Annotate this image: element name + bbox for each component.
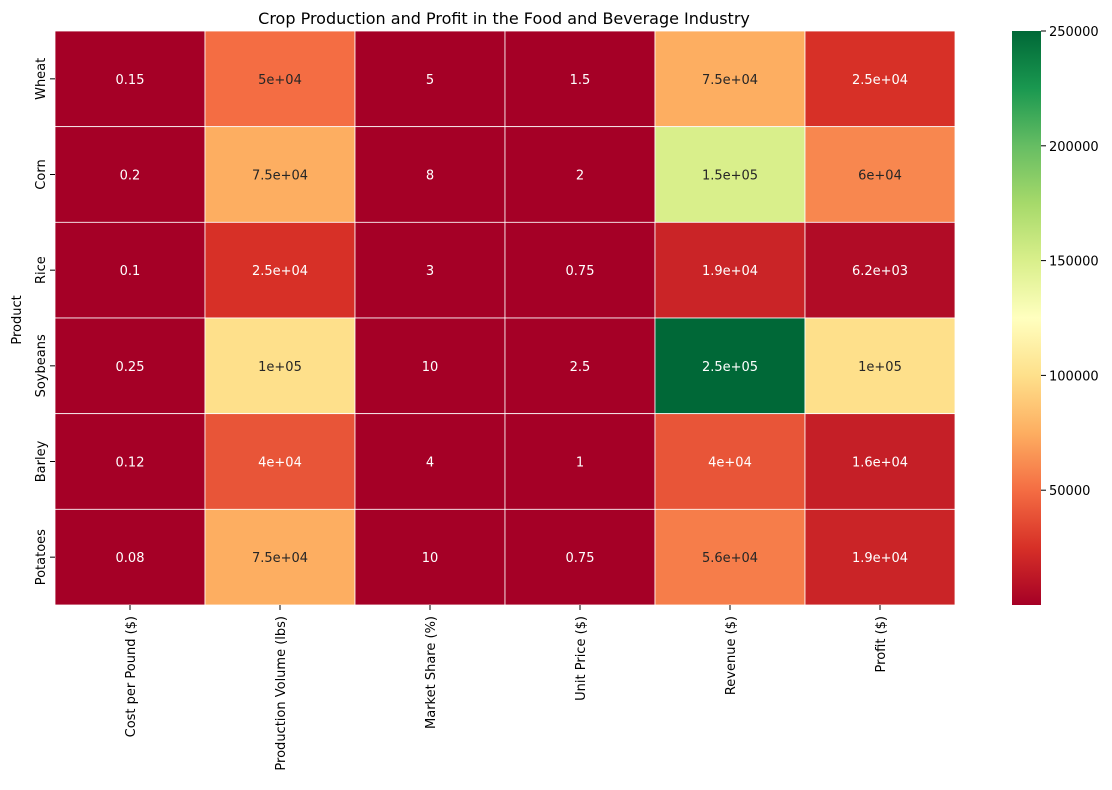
heatmap-cell: [504, 221, 656, 319]
colorbar-tick-label: 100000: [1049, 369, 1099, 384]
y-tick-label: Corn: [34, 159, 49, 189]
y-tick-label: Soybeans: [34, 334, 49, 397]
heatmap-cell: [804, 413, 956, 510]
heatmap-cell: [204, 30, 356, 128]
y-axis-ticks: Wheat Corn Rice Soybeans Barley Potatoes: [34, 58, 55, 585]
heatmap-cell: [354, 30, 506, 128]
heatmap-cell: [504, 413, 656, 510]
heatmap-cell: [804, 126, 956, 223]
cell-label: 5e+04: [258, 73, 302, 88]
heatmap-cell: [504, 317, 656, 415]
x-axis-ticks: Cost per Pound ($) Production Volume (lbs…: [124, 605, 889, 771]
heatmap-cell: [204, 221, 356, 319]
cell-label: 10: [422, 551, 439, 566]
heatmap-cell: [804, 317, 956, 415]
heatmap-cell: [354, 221, 506, 319]
x-tick-label: Production Volume (lbs): [274, 616, 289, 771]
x-tick-label: Profit ($): [874, 616, 889, 672]
heatmap-cell: [504, 126, 656, 223]
cell-label: 0.2: [120, 169, 141, 184]
colorbar: 50000 100000 150000 200000 250000: [1012, 25, 1099, 605]
cell-label: 3: [426, 264, 434, 279]
heatmap-cell: [504, 30, 656, 128]
x-tick-label: Market Share (%): [424, 616, 439, 729]
cell-label: 7.5e+04: [252, 551, 308, 566]
heatmap-cells: 0.15 5e+04 5 1.5 7.5e+04 2.5e+04 0.2 7.5e+04 8 2 1…: [54, 30, 956, 606]
cell-label: 0.75: [566, 264, 595, 279]
cell-label: 10: [422, 360, 439, 375]
y-tick-label: Rice: [34, 256, 49, 284]
heatmap-cell: [504, 508, 656, 606]
heatmap-cell: [654, 221, 806, 319]
cell-label: 2.5: [570, 360, 591, 375]
heatmap-cell: [204, 317, 356, 415]
chart-title: Crop Production and Profit in the Food a…: [258, 9, 750, 28]
cell-label: 4: [426, 456, 434, 471]
y-tick-label: Potatoes: [34, 529, 49, 585]
cell-label: 8: [426, 169, 434, 184]
heatmap-cell: [354, 317, 506, 415]
colorbar-gradient: [1012, 31, 1041, 605]
cell-label: 1e+05: [258, 360, 302, 375]
cell-label: 0.15: [116, 73, 145, 88]
heatmap-cell: [654, 317, 806, 415]
cell-label: 1.9e+04: [702, 264, 758, 279]
heatmap-cell: [204, 126, 356, 223]
cell-label: 0.1: [120, 264, 141, 279]
x-tick-label: Cost per Pound ($): [124, 616, 139, 737]
cell-label: 4e+04: [258, 456, 302, 471]
heatmap-cell: [54, 413, 206, 510]
heatmap-cell: [54, 30, 206, 128]
cell-label: 1.5: [570, 73, 591, 88]
cell-label: 1: [576, 456, 584, 471]
cell-label: 1e+05: [858, 360, 902, 375]
x-tick-label: Revenue ($): [724, 616, 739, 695]
cell-label: 0.08: [116, 551, 145, 566]
cell-label: 1.5e+05: [702, 169, 758, 184]
cell-label: 2: [576, 169, 584, 184]
cell-label: 2.5e+05: [702, 360, 758, 375]
heatmap-cell: [654, 30, 806, 128]
heatmap-cell: [804, 221, 956, 319]
cell-label: 2.5e+04: [852, 73, 908, 88]
cell-label: 1.6e+04: [852, 456, 908, 471]
heatmap-cell: [54, 508, 206, 606]
cell-label: 5.6e+04: [702, 551, 758, 566]
cell-label: 5: [426, 73, 434, 88]
cell-label: 0.12: [116, 456, 145, 471]
x-tick-label: Unit Price ($): [574, 616, 589, 701]
y-axis-label: Product: [10, 295, 25, 344]
cell-label: 0.25: [116, 360, 145, 375]
cell-label: 0.75: [566, 551, 595, 566]
heatmap-cell: [354, 413, 506, 510]
cell-label: 7.5e+04: [702, 73, 758, 88]
cell-label: 6.2e+03: [852, 264, 908, 279]
cell-label: 6e+04: [858, 169, 902, 184]
y-tick-label: Barley: [34, 440, 49, 482]
cell-label: 1.9e+04: [852, 551, 908, 566]
heatmap-cell: [654, 508, 806, 606]
cell-label: 2.5e+04: [252, 264, 308, 279]
colorbar-tick-label: 150000: [1049, 255, 1099, 270]
heatmap-cell: [804, 30, 956, 128]
colorbar-tick-label: 250000: [1049, 25, 1099, 40]
colorbar-tick-label: 50000: [1049, 484, 1090, 499]
cell-label: 4e+04: [708, 456, 752, 471]
heatmap-cell: [654, 413, 806, 510]
colorbar-tick-label: 200000: [1049, 140, 1099, 155]
heatmap-cell: [54, 317, 206, 415]
y-tick-label: Wheat: [34, 58, 49, 100]
heatmap-cell: [54, 221, 206, 319]
heatmap-cell: [804, 508, 956, 606]
heatmap-cell: [54, 126, 206, 223]
cell-label: 7.5e+04: [252, 169, 308, 184]
